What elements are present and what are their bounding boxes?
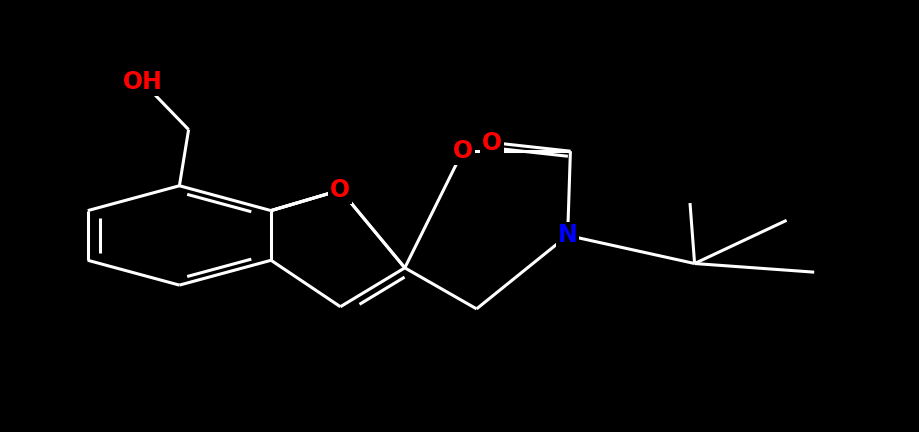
Text: O: O — [330, 178, 350, 202]
Text: OH: OH — [122, 70, 163, 94]
Text: O: O — [482, 130, 502, 155]
Text: N: N — [557, 223, 577, 248]
Text: O: O — [452, 139, 472, 163]
